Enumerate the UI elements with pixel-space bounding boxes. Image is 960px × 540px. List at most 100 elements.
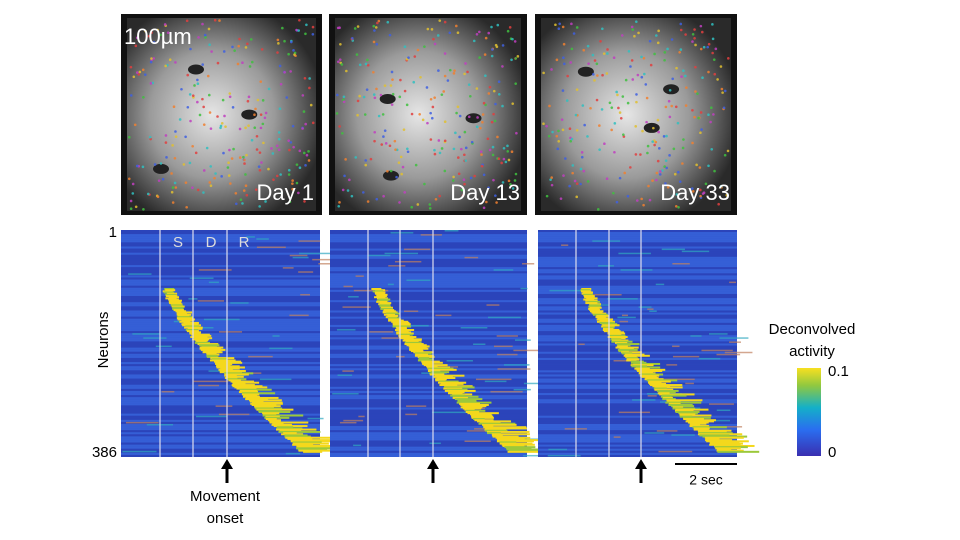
- cell-dot: [275, 174, 279, 178]
- vessel: [153, 163, 170, 174]
- cell-dot: [509, 183, 512, 186]
- row: [538, 283, 737, 286]
- activity: [504, 446, 536, 449]
- activity: [460, 403, 489, 406]
- cell-dot: [340, 63, 344, 66]
- row: [121, 242, 320, 245]
- row-speck: [618, 411, 650, 414]
- row-speck: [343, 419, 364, 422]
- cell-dot: [691, 108, 694, 112]
- row: [330, 310, 527, 313]
- cell-dot: [228, 92, 232, 95]
- cell-dot: [287, 52, 290, 56]
- cell-dot: [372, 40, 376, 44]
- activity: [495, 436, 531, 439]
- activity: [464, 408, 475, 411]
- cell-dot: [550, 183, 554, 187]
- activity: [584, 296, 595, 299]
- cell-dot: [202, 191, 205, 194]
- row: [121, 395, 320, 398]
- row: [330, 415, 527, 418]
- activity: [396, 327, 407, 330]
- cell-dot: [301, 94, 305, 97]
- activity: [228, 379, 241, 382]
- activity: [427, 370, 441, 372]
- row: [538, 302, 737, 305]
- activity: [672, 406, 684, 409]
- cell-dot: [694, 43, 697, 47]
- row: [330, 322, 527, 325]
- row: [538, 355, 737, 358]
- cell-dot: [336, 60, 340, 64]
- cell-dot: [410, 205, 414, 209]
- activity: [446, 388, 468, 391]
- row: [121, 254, 320, 257]
- row: [121, 234, 320, 237]
- cell-dot: [400, 172, 403, 176]
- row: [538, 308, 737, 311]
- cell-dot: [189, 119, 192, 123]
- cell-dot: [554, 23, 557, 27]
- cell-dot: [209, 184, 213, 187]
- cell-dot: [305, 23, 308, 27]
- activity: [497, 439, 541, 442]
- row: [330, 432, 527, 435]
- cell-dot: [603, 142, 606, 145]
- cell-dot: [674, 105, 678, 109]
- row-speck: [549, 289, 586, 292]
- activity: [623, 354, 650, 357]
- row: [330, 287, 527, 290]
- cell-dot: [656, 159, 660, 163]
- activity: [278, 430, 321, 433]
- cell-dot: [365, 88, 369, 91]
- cell-dot: [234, 191, 238, 195]
- activity: [265, 415, 280, 418]
- row-speck: [598, 265, 614, 267]
- activity: [485, 429, 508, 432]
- activity: [410, 350, 424, 353]
- cell-dot: [631, 28, 635, 31]
- cell-dot: [511, 102, 515, 105]
- cell-dot: [700, 128, 703, 131]
- cell-dot: [479, 126, 482, 130]
- row: [121, 279, 320, 282]
- row-speck: [269, 347, 293, 350]
- row: [330, 289, 527, 292]
- cell-dot: [561, 128, 565, 132]
- cell-dot: [201, 97, 204, 101]
- activity: [427, 367, 454, 370]
- cell-dot: [461, 194, 465, 197]
- row-speck: [337, 374, 353, 376]
- epoch-label: R: [239, 234, 250, 251]
- cell-dot: [429, 138, 433, 141]
- row: [121, 287, 320, 290]
- cell-dot: [186, 73, 190, 77]
- row-speck: [698, 357, 721, 360]
- cell-dot: [507, 179, 511, 183]
- row: [538, 238, 737, 241]
- activity: [483, 426, 527, 429]
- cell-dot: [545, 194, 549, 198]
- row-speck: [503, 364, 530, 366]
- activity: [387, 317, 401, 320]
- row-speck: [355, 275, 364, 277]
- activity: [273, 425, 308, 428]
- cell-dot: [655, 34, 658, 37]
- row-speck: [122, 450, 157, 453]
- row: [330, 436, 527, 439]
- row: [330, 333, 527, 336]
- activity: [374, 289, 386, 292]
- row: [538, 240, 737, 243]
- row: [330, 399, 527, 402]
- row: [330, 312, 527, 315]
- cell-dot: [354, 156, 358, 159]
- activity: [508, 449, 559, 452]
- cell-dot: [433, 152, 437, 156]
- cell-dot: [178, 118, 182, 121]
- row-speck: [446, 360, 473, 362]
- row: [538, 250, 737, 253]
- activity: [478, 422, 516, 425]
- cell-dot: [164, 64, 167, 68]
- cell-dot: [491, 48, 494, 51]
- row: [121, 341, 320, 344]
